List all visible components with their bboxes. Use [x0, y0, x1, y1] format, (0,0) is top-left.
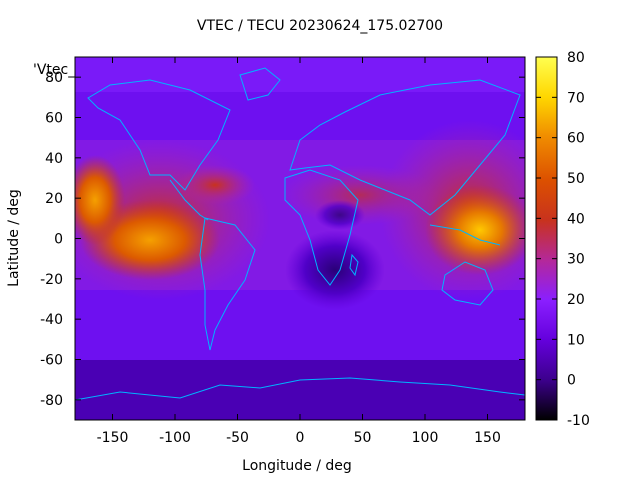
x-axis: -150 -100 -50 0 50 100 150	[97, 57, 501, 446]
y-tick-label: 0	[54, 232, 63, 248]
y-tick-label: 80	[45, 70, 63, 86]
colorbar-tick-label: 40	[567, 211, 585, 227]
y-tick-label: 60	[45, 111, 63, 127]
chart-title: VTEC / TECU 20230624_175.02700	[196, 18, 444, 34]
colorbar-tick-label: 60	[567, 131, 585, 147]
north-america-coast	[87, 79, 231, 191]
madagascar-coast	[349, 253, 359, 277]
colorbar-tick-label: -10	[567, 413, 590, 429]
y-tick-label: 40	[45, 151, 63, 167]
vtec-heatmap	[75, 57, 525, 420]
colorbar-tick-label: 70	[567, 90, 585, 106]
y-tick-label: -40	[40, 312, 63, 328]
indonesia-coast	[429, 224, 501, 246]
y-axis-label: Latitude / deg	[6, 189, 22, 287]
y-axis: -80 -60 -40 -20 0 20 40 60 80	[40, 70, 525, 409]
x-tick-label: 0	[296, 430, 305, 446]
x-tick-label: 50	[354, 430, 372, 446]
x-axis-label: Longitude / deg	[242, 458, 352, 474]
colorbar	[535, 56, 558, 421]
coastlines	[75, 67, 525, 401]
y-tick-label: -60	[40, 353, 63, 369]
colorbar-tick-label: 20	[567, 292, 585, 308]
x-tick-label: -150	[97, 430, 129, 446]
x-tick-label: 150	[474, 430, 501, 446]
colorbar-tick-label: 30	[567, 252, 585, 268]
colorbar-tick-label: 80	[567, 50, 585, 66]
x-tick-label: -100	[159, 430, 191, 446]
legend-key: 'Vtec_	[33, 62, 76, 78]
central-america-coast	[169, 179, 209, 221]
eurasia-coast	[289, 79, 521, 216]
australia-coast	[441, 261, 494, 306]
x-tick-label: -50	[226, 430, 249, 446]
greenland-coast	[239, 67, 281, 101]
y-tick-label: -20	[40, 272, 63, 288]
south-america-coast	[199, 217, 256, 351]
colorbar-tick-label: 50	[567, 171, 585, 187]
x-tick-label: 100	[412, 430, 439, 446]
africa-coast	[284, 169, 359, 286]
colorbar-axis: -10 0 10 20 30 40 50 60 70 80	[536, 50, 590, 429]
colorbar-tick-label: 0	[567, 373, 576, 389]
antarctica-coast	[75, 377, 525, 401]
colorbar-tick-label: 10	[567, 332, 585, 348]
y-tick-label: 20	[45, 191, 63, 207]
y-tick-label: -80	[40, 393, 63, 409]
